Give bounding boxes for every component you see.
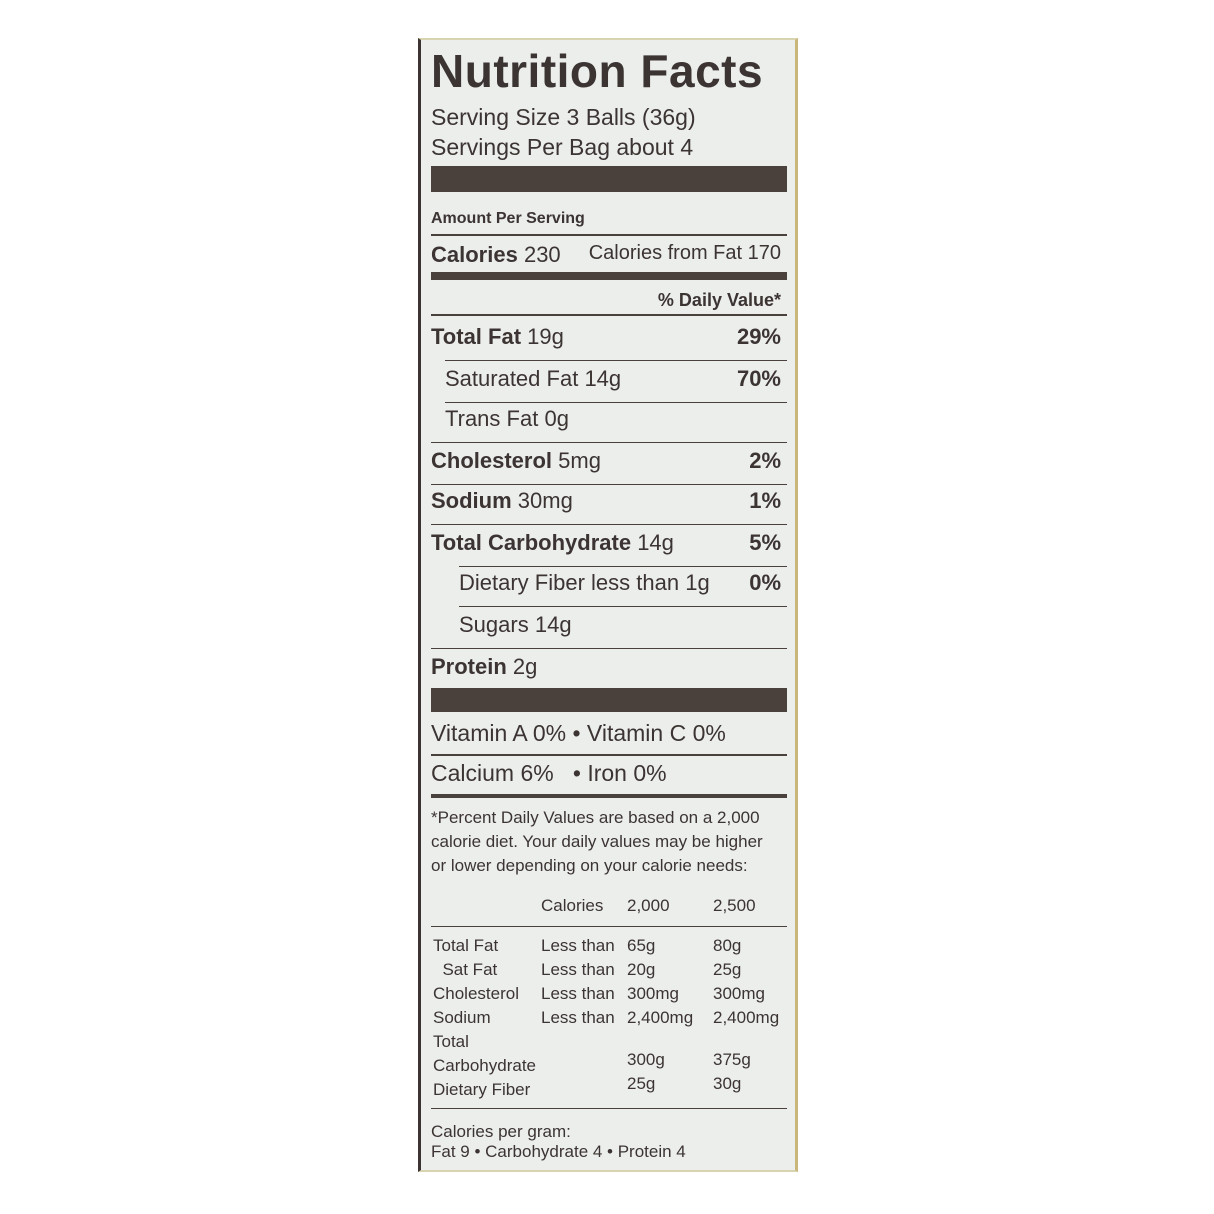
divider [431,926,787,927]
dv-table-cell: 300mg [627,984,679,1003]
calories-label: Calories [431,242,518,267]
nutrient-amount: 30mg [517,488,573,513]
nutrient-amount: 0g [544,406,569,431]
calories-value: 230 [523,242,561,267]
nutrient-dv: 1% [749,488,781,513]
divider [445,360,787,361]
divider [445,402,787,403]
dv-table-cell: 20g [627,960,656,979]
dv-table-cell: 300mg [713,984,765,1003]
calories-from-fat: Calories from Fat 170 [588,242,781,264]
dv-table-cell: 65g [627,936,656,955]
divider [431,234,787,236]
nutrient-dv: 2% [749,448,781,473]
calories-per-gram-values: Fat 9 • Carbohydrate 4 • Protein 4 [431,1142,686,1161]
dv-table-header: 2,000 [627,896,670,915]
divider [431,484,787,485]
divider [459,566,787,567]
dv-table-header: Calories [541,896,604,915]
dv-table-cell: Carbohydrate [433,1056,537,1075]
dv-table-cell: 80g [713,936,742,955]
dv-table-cell: Total Fat [433,936,499,955]
vitamins-row-2: Calcium 6% • Iron 0% [431,760,667,786]
dv-table-cell: 30g [713,1074,742,1093]
footnote-line: calorie diet. Your daily values may be h… [431,832,763,851]
nutrient-amount: 2g [512,654,538,679]
servings-per-bag: Servings Per Bag about 4 [431,134,694,160]
label-title: Nutrition Facts [431,45,764,97]
dv-table-cell: 2,400mg [627,1008,694,1027]
nutrient-row: Sugars 14g [431,612,781,638]
nutrient-row: Protein 2g [431,654,781,680]
nutrient-name: Trans Fat [445,406,539,431]
thick-divider [431,688,787,712]
dv-table-cell: Dietary Fiber [433,1080,531,1099]
dv-table-cell: 2,400mg [713,1008,780,1027]
nutrient-amount: 14g [637,530,674,555]
divider [459,606,787,607]
nutrient-amount: less than 1g [591,570,710,595]
divider [431,754,787,756]
nutrient-row: Trans Fat 0g [431,406,781,432]
nutrition-label: Nutrition Facts Serving Size 3 Balls (36… [418,38,798,1172]
divider [431,794,787,798]
dv-table-cell: Sodium [433,1008,491,1027]
nutrient-name: Sugars [459,612,529,637]
nutrient-dv: 29% [736,324,781,349]
nutrient-row: Total Fat 19g 29% [431,324,781,350]
nutrient-amount: 14g [584,366,622,391]
dv-table-cell: Less than [541,1008,615,1027]
dv-table-cell: Total [433,1032,469,1051]
dv-table-cell: Cholesterol [433,984,519,1003]
nutrient-row: Sodium 30mg 1% [431,488,781,514]
footnote-line: *Percent Daily Values are based on a 2,0… [431,808,760,827]
nutrient-name: Protein [431,654,507,679]
dv-table-cell: 25g [627,1074,656,1093]
calories-per-gram-label: Calories per gram: [431,1122,571,1141]
medium-divider [431,272,787,280]
dv-table-cell: Less than [541,984,615,1003]
nutrient-row: Total Carbohydrate 14g 5% [431,530,781,556]
divider [431,1108,787,1109]
divider [431,648,787,649]
dv-table-cell: 375g [713,1050,751,1069]
footnote-line: or lower depending on your calorie needs… [431,856,748,875]
nutrient-amount: 19g [527,324,564,349]
divider [431,442,787,443]
nutrient-dv: 5% [749,530,781,555]
nutrient-name: Dietary Fiber [459,570,585,595]
nutrient-amount: 14g [534,612,572,637]
nutrient-row: Saturated Fat 14g 70% [431,366,781,392]
divider [431,524,787,525]
dv-header: % Daily Value* [657,290,781,310]
nutrient-dv: 0% [749,570,781,595]
dv-table-cell: Less than [541,936,615,955]
vitamins-row-1: Vitamin A 0% • Vitamin C 0% [431,720,726,746]
thick-divider [431,166,787,192]
nutrient-row: Dietary Fiber less than 1g 0% [431,570,781,596]
nutrient-row: Cholesterol 5mg 2% [431,448,781,474]
nutrient-amount: 5mg [558,448,601,473]
nutrient-name: Total Fat [431,324,522,349]
nutrient-name: Sodium [431,488,512,513]
dv-table-cell: Less than [541,960,615,979]
dv-table-cell: 25g [713,960,742,979]
nutrient-name: Cholesterol [431,448,553,473]
dv-table-cell: Sat Fat [433,960,498,979]
dv-table-cell: 300g [627,1050,665,1069]
serving-size: Serving Size 3 Balls (36g) [431,104,696,130]
calories-row: Calories 230 Calories from Fat 170 [431,242,781,268]
nutrient-name: Total Carbohydrate [431,530,632,555]
nutrient-name: Saturated Fat [445,366,579,391]
divider [431,314,787,316]
amount-per-serving: Amount Per Serving [431,210,585,227]
nutrient-dv: 70% [736,366,781,391]
dv-table-header: 2,500 [713,896,756,915]
